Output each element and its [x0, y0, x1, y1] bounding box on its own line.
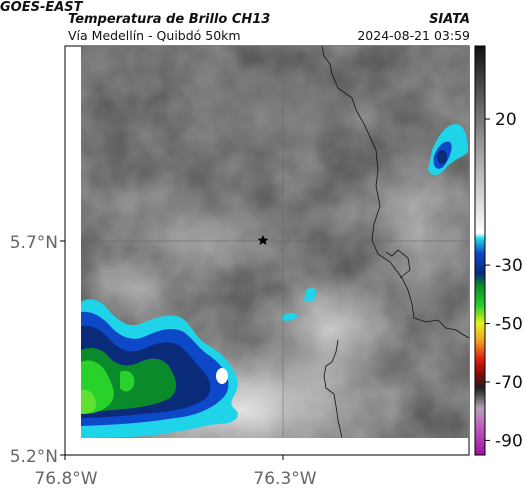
organization-label: SIATA — [429, 12, 470, 27]
map-title: Temperatura de Brillo CH13 — [68, 12, 271, 27]
map-subtitle: Vía Medellín - Quibdó 50km — [68, 28, 241, 43]
colorbar-tick-label: 20 — [495, 110, 517, 130]
municipal-boundary — [323, 339, 343, 438]
department-boundary-segment — [385, 249, 411, 279]
convective-cloud-cluster — [81, 299, 238, 438]
department-boundary — [321, 46, 469, 339]
colorbar-tick-label: -70 — [495, 373, 523, 393]
colorbar-tick-label: -90 — [495, 431, 523, 451]
colorbar: 20 -30 -50 -70 -90 — [474, 45, 523, 456]
satellite-label: GOES-EAST — [0, 0, 83, 15]
colorbar-tick-label: -30 — [495, 256, 523, 276]
satellite-imagery — [81, 46, 469, 438]
isolated-cloud-cells — [282, 124, 468, 321]
lon-label-76-8: 76.8°W — [34, 469, 97, 489]
colorbar-tick-label: -50 — [495, 315, 523, 335]
lon-label-76-3: 76.3°W — [253, 469, 316, 489]
timestamp-label: 2024-08-21 03:59 — [357, 28, 470, 43]
lat-label-5-2: 5.2°N — [10, 447, 58, 467]
star-icon — [257, 235, 269, 245]
lat-label-5-7: 5.7°N — [10, 233, 58, 253]
